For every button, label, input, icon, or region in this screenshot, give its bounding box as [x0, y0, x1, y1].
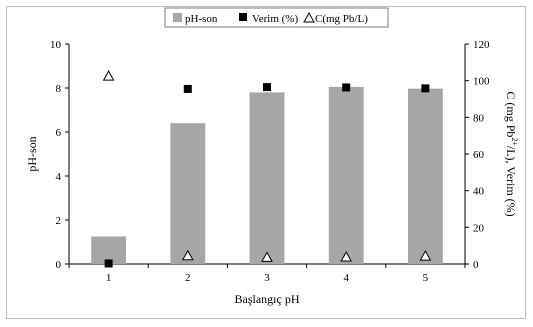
x-tick-label: 2 [185, 272, 191, 284]
bars-ph-son [91, 86, 443, 265]
y-right-tick-label: 60 [473, 149, 485, 161]
y-axis-right-title: C (mg Pb2+/L), Verim (%) [504, 91, 519, 216]
y-right-tick-label: 100 [473, 76, 490, 88]
marker-verim [263, 83, 271, 92]
y-right-tick-label: 120 [473, 39, 490, 51]
marker-concentration [102, 70, 115, 81]
y-axis-left-ticks: 0 2 4 6 8 10 [50, 39, 69, 271]
legend-swatch-bar [173, 13, 182, 22]
x-tick-label: 5 [423, 272, 429, 284]
y-right-tick-label: 80 [473, 112, 485, 124]
legend-swatch-square [239, 13, 247, 21]
marker-concentration [419, 250, 432, 261]
y-left-tick-label: 6 [56, 127, 62, 139]
markers-concentration [102, 70, 432, 262]
marker-concentration [261, 251, 273, 262]
marker-verim [421, 84, 430, 93]
legend-box [164, 7, 389, 28]
x-axis-title: Başlangıç pH [235, 292, 300, 306]
markers-verim [104, 83, 430, 268]
y-right-tick-label: 0 [473, 259, 479, 271]
y-right-tick-label: 40 [473, 186, 485, 198]
bar-ph-son [91, 236, 127, 264]
y-axis-right-title-superscript: 2+ [510, 137, 519, 146]
bar-ph-son [407, 88, 443, 264]
legend-label-verim: Verim (%) [252, 13, 298, 25]
y-right-tick-label: 20 [473, 222, 485, 234]
x-tick-label: 3 [264, 272, 270, 284]
y-axis-right-title-part2: /L), Verim (%) [504, 146, 518, 217]
marker-verim [342, 83, 351, 92]
y-left-tick-label: 4 [56, 171, 62, 183]
y-left-tick-label: 0 [56, 259, 62, 271]
chart-frame: pH-son Verim (%) C(mg Pb/L) 0 2 4 6 8 10 0 20 4… [6, 6, 526, 319]
y-left-tick-label: 2 [56, 215, 62, 227]
y-left-tick-label: 10 [50, 39, 62, 51]
chart: pH-son Verim (%) C(mg Pb/L) 0 2 4 6 8 10 0 20 4… [25, 7, 519, 306]
y-left-tick-label: 8 [56, 83, 62, 95]
bar-ph-son [328, 86, 364, 265]
legend-swatch-triangle [303, 11, 315, 23]
y-axis-right-ticks: 0 20 40 60 80 100 120 [465, 39, 490, 271]
y-axis-right-title-part1: C (mg Pb [504, 91, 518, 137]
marker-concentration [340, 251, 353, 262]
y-axis-left-title: pH-son [25, 136, 39, 171]
legend-label-ph-son: pH-son [185, 13, 218, 25]
bar-ph-son [170, 123, 206, 264]
marker-concentration [181, 249, 194, 261]
legend-label-concentration: C(mg Pb/L) [315, 13, 368, 25]
x-tick-label: 4 [343, 272, 349, 284]
legend: pH-son Verim (%) C(mg Pb/L) [164, 7, 389, 28]
x-axis-ticks: 1 2 3 4 5 [68, 264, 466, 284]
bar-ph-son [249, 92, 285, 265]
marker-verim [104, 259, 113, 268]
x-tick-label: 1 [106, 272, 112, 284]
marker-verim [183, 84, 192, 93]
